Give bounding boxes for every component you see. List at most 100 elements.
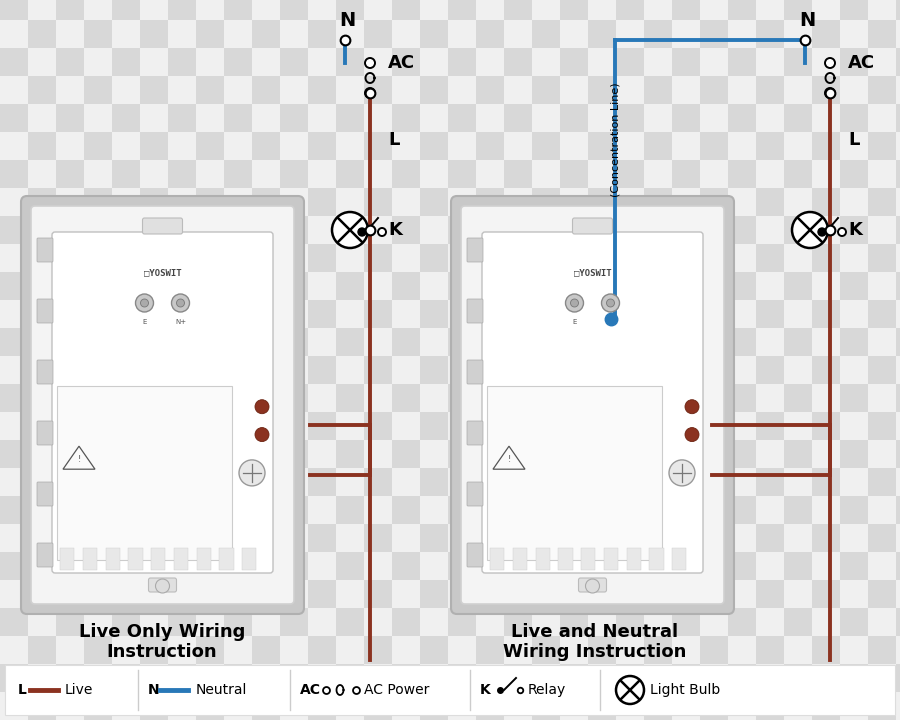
Bar — [112, 244, 140, 272]
Bar — [476, 552, 504, 580]
Bar — [812, 524, 840, 552]
Bar — [140, 496, 168, 524]
Bar — [532, 76, 560, 104]
Bar — [196, 440, 224, 468]
Bar — [140, 552, 168, 580]
Bar — [0, 216, 28, 244]
Bar — [84, 496, 112, 524]
FancyBboxPatch shape — [467, 299, 483, 323]
Text: K: K — [388, 221, 402, 239]
Bar — [616, 356, 644, 384]
Bar — [504, 524, 532, 552]
Bar — [28, 440, 56, 468]
Bar — [812, 20, 840, 48]
Bar — [56, 76, 84, 104]
Circle shape — [825, 58, 835, 68]
Bar — [56, 48, 84, 76]
FancyBboxPatch shape — [21, 196, 304, 614]
Bar — [840, 440, 868, 468]
Text: (Concentration Line): (Concentration Line) — [610, 83, 620, 197]
Bar — [224, 104, 252, 132]
Bar — [896, 580, 900, 608]
Bar — [896, 524, 900, 552]
Bar — [56, 552, 84, 580]
Bar — [28, 412, 56, 440]
Bar — [868, 692, 896, 720]
Bar — [336, 440, 364, 468]
Bar — [616, 48, 644, 76]
Bar — [700, 580, 728, 608]
Bar — [784, 440, 812, 468]
Bar — [112, 20, 140, 48]
Circle shape — [332, 212, 368, 248]
Bar — [364, 580, 392, 608]
Bar — [812, 76, 840, 104]
Bar — [168, 664, 196, 692]
Bar — [420, 664, 448, 692]
Bar — [560, 132, 588, 160]
Bar — [242, 548, 256, 570]
Bar — [504, 216, 532, 244]
Bar — [812, 0, 840, 20]
Bar — [504, 188, 532, 216]
Bar — [812, 328, 840, 356]
Bar — [672, 468, 700, 496]
Bar — [308, 356, 336, 384]
Bar — [308, 384, 336, 412]
Bar — [112, 440, 140, 468]
Bar — [84, 608, 112, 636]
Bar — [364, 20, 392, 48]
Bar — [448, 216, 476, 244]
Text: AC: AC — [300, 683, 321, 697]
Bar — [420, 300, 448, 328]
Bar — [616, 552, 644, 580]
Bar — [224, 216, 252, 244]
Bar — [504, 244, 532, 272]
Bar — [224, 328, 252, 356]
Bar — [0, 468, 28, 496]
Bar — [84, 300, 112, 328]
Bar — [588, 20, 616, 48]
Bar — [308, 692, 336, 720]
Bar — [504, 76, 532, 104]
Circle shape — [136, 294, 154, 312]
Bar — [504, 496, 532, 524]
Bar — [196, 76, 224, 104]
Bar — [84, 244, 112, 272]
Bar — [140, 524, 168, 552]
Bar — [448, 384, 476, 412]
Bar — [28, 664, 56, 692]
Bar — [84, 328, 112, 356]
Bar — [364, 692, 392, 720]
Bar — [392, 440, 420, 468]
Bar — [896, 496, 900, 524]
Bar — [196, 48, 224, 76]
Bar — [224, 496, 252, 524]
Bar — [196, 272, 224, 300]
Bar — [56, 160, 84, 188]
Bar — [896, 552, 900, 580]
Bar — [896, 132, 900, 160]
Bar — [812, 664, 840, 692]
Bar — [448, 468, 476, 496]
Bar — [140, 244, 168, 272]
Bar — [0, 0, 28, 20]
Bar — [140, 76, 168, 104]
Bar — [784, 160, 812, 188]
Bar — [588, 664, 616, 692]
Bar — [532, 20, 560, 48]
Bar — [756, 300, 784, 328]
Bar — [252, 104, 280, 132]
Bar — [28, 300, 56, 328]
Bar — [784, 104, 812, 132]
Text: N: N — [799, 11, 815, 30]
Bar — [392, 524, 420, 552]
Bar — [364, 496, 392, 524]
Bar — [196, 664, 224, 692]
Bar — [308, 552, 336, 580]
Bar — [728, 0, 756, 20]
Bar — [336, 412, 364, 440]
Bar — [532, 692, 560, 720]
Bar — [84, 20, 112, 48]
Bar — [5, 665, 895, 715]
